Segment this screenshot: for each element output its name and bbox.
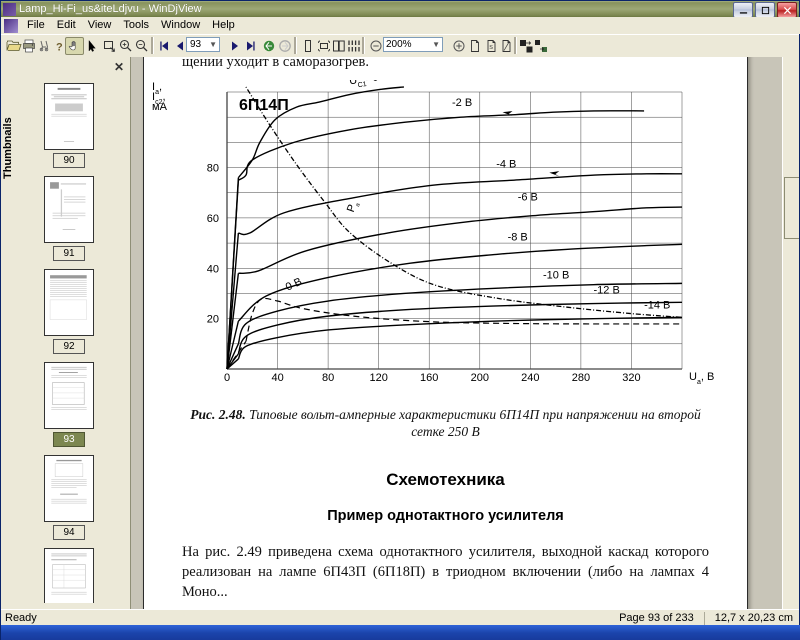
svg-text:160: 160 [420, 372, 438, 384]
svg-text:Ua, B: Ua, B [689, 371, 714, 386]
svg-text:200: 200 [471, 372, 489, 384]
svg-text:240: 240 [521, 372, 539, 384]
svg-text:-10 B: -10 B [543, 269, 569, 281]
svg-text:?: ? [56, 42, 63, 54]
svg-text:-2 B: -2 B [452, 97, 472, 109]
svg-text:120: 120 [370, 372, 388, 384]
svg-text:-8 B: -8 B [508, 232, 528, 244]
svg-text:80: 80 [207, 163, 219, 175]
svg-text:20: 20 [207, 314, 219, 326]
svg-text:Pa: Pa [345, 199, 362, 214]
svg-text:320: 320 [622, 372, 640, 384]
svg-text:0: 0 [224, 372, 230, 384]
svg-text:6П14П: 6П14П [239, 97, 289, 114]
svg-text:40: 40 [207, 263, 219, 275]
svg-text:мА: мА [152, 101, 168, 113]
svg-text:S: S [489, 45, 493, 51]
svg-text:-14 B: -14 B [644, 300, 670, 312]
svg-text:40: 40 [271, 372, 283, 384]
svg-text:-4 B: -4 B [496, 159, 516, 171]
svg-text:280: 280 [572, 372, 590, 384]
svg-text:0 B: 0 B [284, 276, 304, 294]
svg-text:-12 B: -12 B [594, 285, 620, 297]
svg-text:60: 60 [207, 213, 219, 225]
svg-text:80: 80 [322, 372, 334, 384]
svg-text:-6 B: -6 B [518, 191, 538, 203]
